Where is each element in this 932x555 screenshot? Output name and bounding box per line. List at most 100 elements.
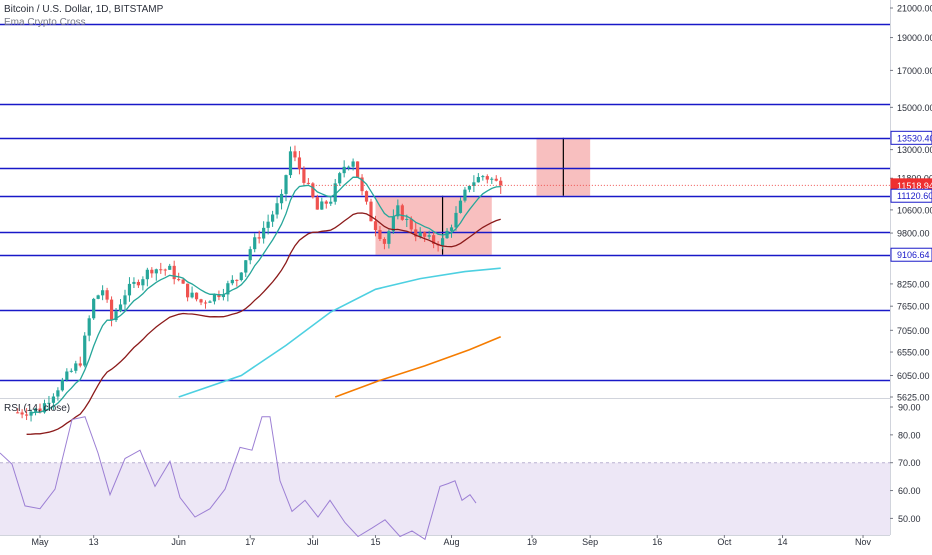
candle xyxy=(400,203,404,221)
candle xyxy=(212,293,217,305)
candle xyxy=(154,268,158,281)
badge-box xyxy=(890,247,932,262)
candle xyxy=(168,263,172,270)
candle-body xyxy=(293,151,297,158)
candle xyxy=(387,229,391,249)
time-axis-label: 13 xyxy=(89,537,99,547)
candle xyxy=(454,206,458,231)
candle xyxy=(360,174,364,196)
candle-body xyxy=(355,161,360,178)
candle xyxy=(284,174,288,202)
price-axis-label: 8250.00 xyxy=(897,279,930,289)
candle-body xyxy=(494,178,498,181)
candle-body xyxy=(87,318,91,336)
candle xyxy=(414,222,418,242)
candle xyxy=(239,272,243,282)
candle xyxy=(297,150,302,175)
candle-body xyxy=(378,229,382,239)
candle xyxy=(382,237,387,250)
candle-body xyxy=(284,175,288,194)
price-level-badge: 11120.60 xyxy=(890,188,932,203)
candle xyxy=(96,294,100,300)
candle-body xyxy=(472,182,476,186)
candle-body xyxy=(65,371,69,380)
time-axis-label: Jul xyxy=(307,537,319,547)
rsi-band xyxy=(0,462,890,535)
candle xyxy=(208,300,212,303)
candle-body xyxy=(373,221,378,230)
candle-body xyxy=(257,237,261,239)
candle-body xyxy=(485,176,489,180)
candle-body xyxy=(172,265,176,280)
candle xyxy=(132,277,136,289)
candle xyxy=(136,279,141,288)
time-axis-label: Jun xyxy=(171,537,186,547)
candle xyxy=(69,368,73,373)
candle xyxy=(347,165,351,171)
candle-body xyxy=(476,177,480,183)
candle-body xyxy=(235,279,239,281)
candle-body xyxy=(320,201,324,210)
ema-long-line xyxy=(334,335,502,398)
price-axis-label: 15000.00 xyxy=(897,103,932,113)
candle-body xyxy=(329,201,333,204)
candle xyxy=(320,197,324,210)
candle-body xyxy=(440,238,445,246)
candle-body xyxy=(427,235,431,237)
candle xyxy=(244,260,248,278)
price-axis-label: 6050.00 xyxy=(897,371,930,381)
candle xyxy=(369,198,373,222)
candle xyxy=(145,267,149,287)
ema-fast-line xyxy=(30,176,501,414)
candle-body xyxy=(42,403,47,413)
candle-body xyxy=(101,290,105,296)
candle xyxy=(159,262,163,274)
rsi-axis-label: 60.00 xyxy=(898,486,921,496)
candle xyxy=(440,234,445,250)
time-axis-label: May xyxy=(31,537,49,547)
time-axis-label: Oct xyxy=(717,537,732,547)
candle-body xyxy=(221,294,225,298)
price-axis-label: 17000.00 xyxy=(897,66,932,76)
candle xyxy=(329,196,333,206)
candle xyxy=(485,174,489,184)
candle-body xyxy=(123,295,127,305)
candle-body xyxy=(270,214,275,222)
candle xyxy=(481,174,485,181)
candle-body xyxy=(262,227,266,239)
candle-body xyxy=(490,178,494,180)
candle xyxy=(266,214,270,235)
candle xyxy=(127,277,132,302)
candle-body xyxy=(387,231,391,244)
candle-body xyxy=(96,295,100,299)
candle xyxy=(105,287,109,303)
rsi-axis-label: 50.00 xyxy=(898,514,921,524)
badge-value: 11518.94 xyxy=(897,181,932,191)
candle xyxy=(172,260,176,285)
candle xyxy=(87,315,91,342)
candle xyxy=(423,231,427,243)
candle xyxy=(194,292,199,302)
candle-body xyxy=(275,203,279,215)
candle-body xyxy=(190,292,194,298)
rsi-axis-label: 80.00 xyxy=(898,430,921,440)
candle-body xyxy=(177,279,181,281)
candle-body xyxy=(24,414,29,416)
candle-body xyxy=(74,363,78,371)
candle-body xyxy=(163,269,167,271)
candle-body xyxy=(342,166,346,174)
candle xyxy=(181,278,185,284)
time-axis-label: Aug xyxy=(444,537,460,547)
candle xyxy=(248,246,252,265)
candle-body xyxy=(414,229,418,237)
candle-body xyxy=(159,269,163,271)
candle xyxy=(186,283,190,302)
candle xyxy=(163,268,167,276)
price-axis-label: 21000.00 xyxy=(897,4,932,14)
candle-body xyxy=(279,193,284,204)
candle-body xyxy=(351,161,355,167)
candle-body xyxy=(29,411,33,416)
price-axis-label: 9800.00 xyxy=(897,229,930,239)
